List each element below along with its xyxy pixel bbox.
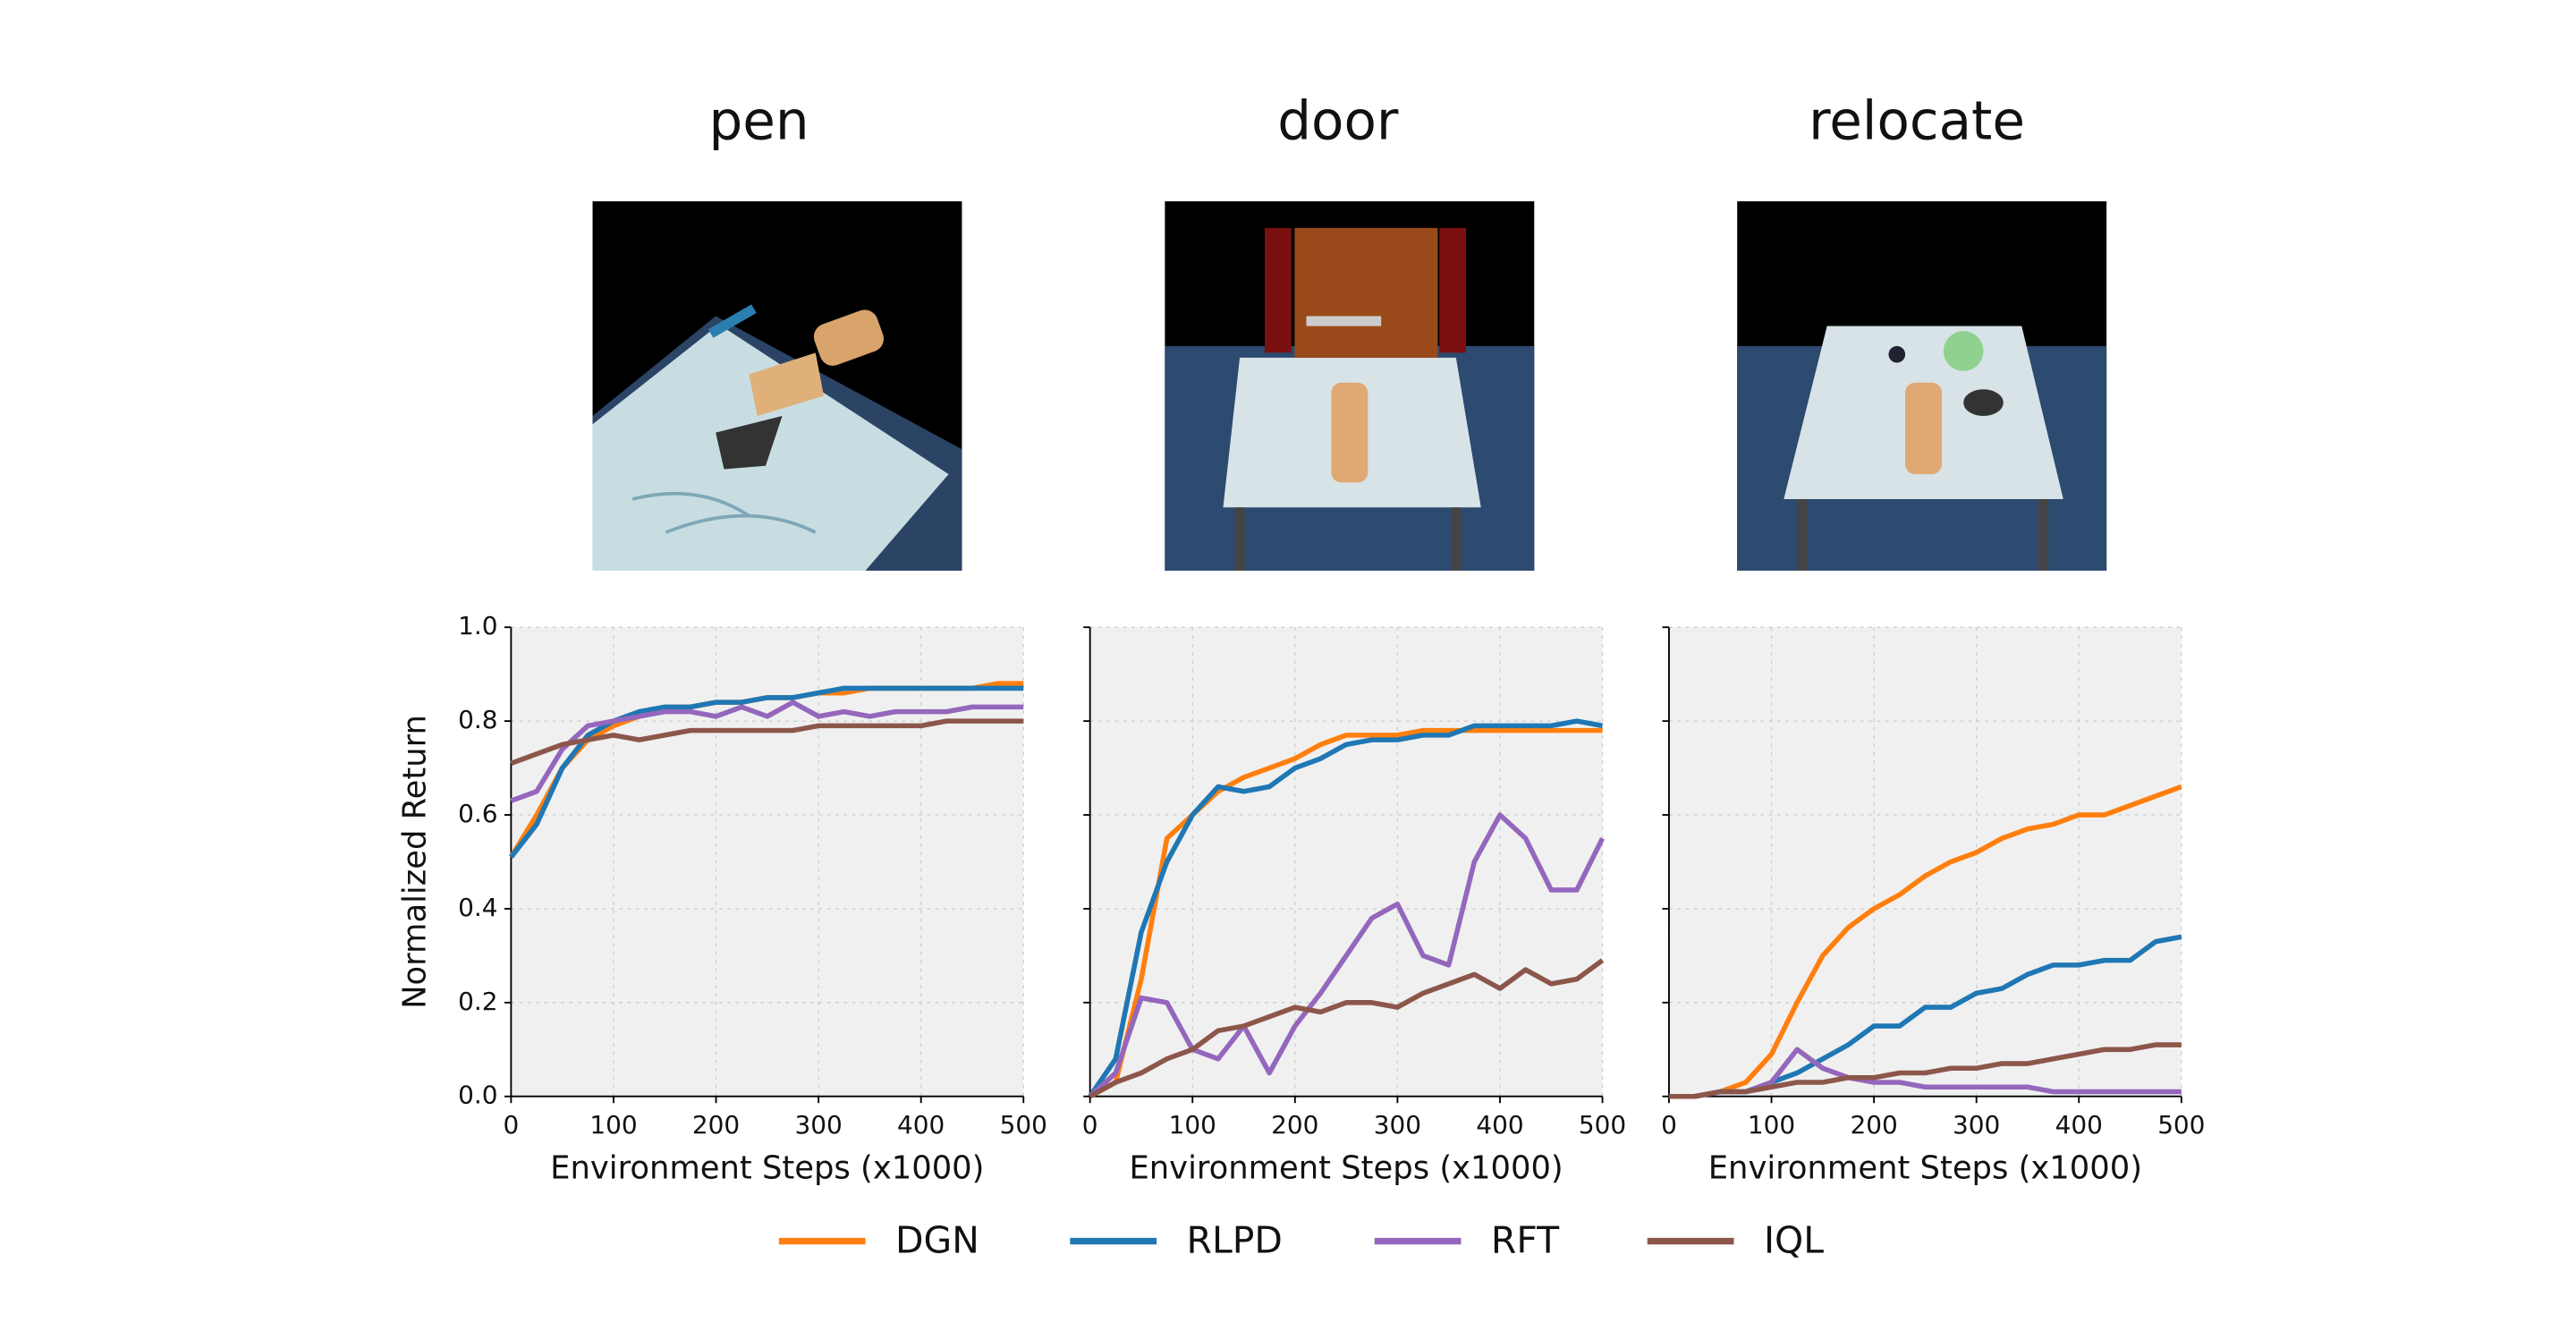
scene-relocate [1737, 201, 2107, 571]
series-line [1668, 784, 2182, 1099]
series-line [1088, 812, 1606, 1098]
x-tick-label: 0 [1082, 1110, 1098, 1140]
x-tick-label: 100 [1748, 1110, 1795, 1140]
x-tick-label: 500 [1579, 1110, 1626, 1140]
x-tick-label: 500 [2157, 1110, 2205, 1140]
y-tick-label: 0.4 [458, 893, 497, 922]
x-tick-label: 400 [897, 1110, 945, 1140]
x-tick-label: 0 [1661, 1110, 1677, 1140]
x-tick-label: 300 [1953, 1110, 2000, 1140]
x-tick-label: 300 [1374, 1110, 1421, 1140]
scene-pen [592, 201, 962, 571]
series-line [1089, 958, 1605, 1099]
x-tick-label: 300 [794, 1110, 842, 1140]
x-tick-label: 500 [1000, 1110, 1047, 1140]
y-tick-label: 0.6 [458, 799, 497, 828]
x-axis-label: Environment Steps (x1000) [1129, 1150, 1563, 1187]
y-tick-label: 0.8 [458, 705, 497, 734]
legend-label: DGN [895, 1218, 979, 1261]
x-tick-label: 400 [1476, 1110, 1523, 1140]
x-tick-label: 100 [1169, 1110, 1216, 1140]
chart-title: relocate [1809, 91, 2025, 153]
x-tick-label: 200 [692, 1110, 740, 1140]
chart-title: door [1277, 91, 1399, 153]
x-tick-label: 200 [1271, 1110, 1318, 1140]
y-tick-label: 0.0 [458, 1081, 497, 1110]
scene-door [1165, 201, 1535, 571]
x-axis-label: Environment Steps (x1000) [1708, 1150, 2142, 1187]
x-tick-label: 200 [1850, 1110, 1897, 1140]
chart-title: pen [708, 91, 809, 153]
legend-label: IQL [1764, 1218, 1824, 1261]
x-axis-label: Environment Steps (x1000) [550, 1150, 984, 1187]
x-tick-label: 100 [589, 1110, 637, 1140]
y-axis-label: Normalized Return [396, 715, 433, 1009]
legend-label: RFT [1491, 1218, 1560, 1261]
x-tick-label: 0 [504, 1110, 520, 1140]
x-tick-label: 400 [2055, 1110, 2103, 1140]
legend-label: RLPD [1187, 1218, 1283, 1261]
series-line [1668, 1042, 2182, 1099]
y-tick-label: 0.2 [458, 987, 497, 1016]
series-line [509, 685, 1024, 859]
y-tick-label: 1.0 [458, 611, 497, 640]
series-line [510, 699, 1024, 803]
series-line [1089, 727, 1603, 1099]
series-line [510, 718, 1024, 766]
series-line [1088, 718, 1604, 1098]
plot-area [1668, 627, 2182, 1097]
plot-area [511, 627, 1024, 1097]
